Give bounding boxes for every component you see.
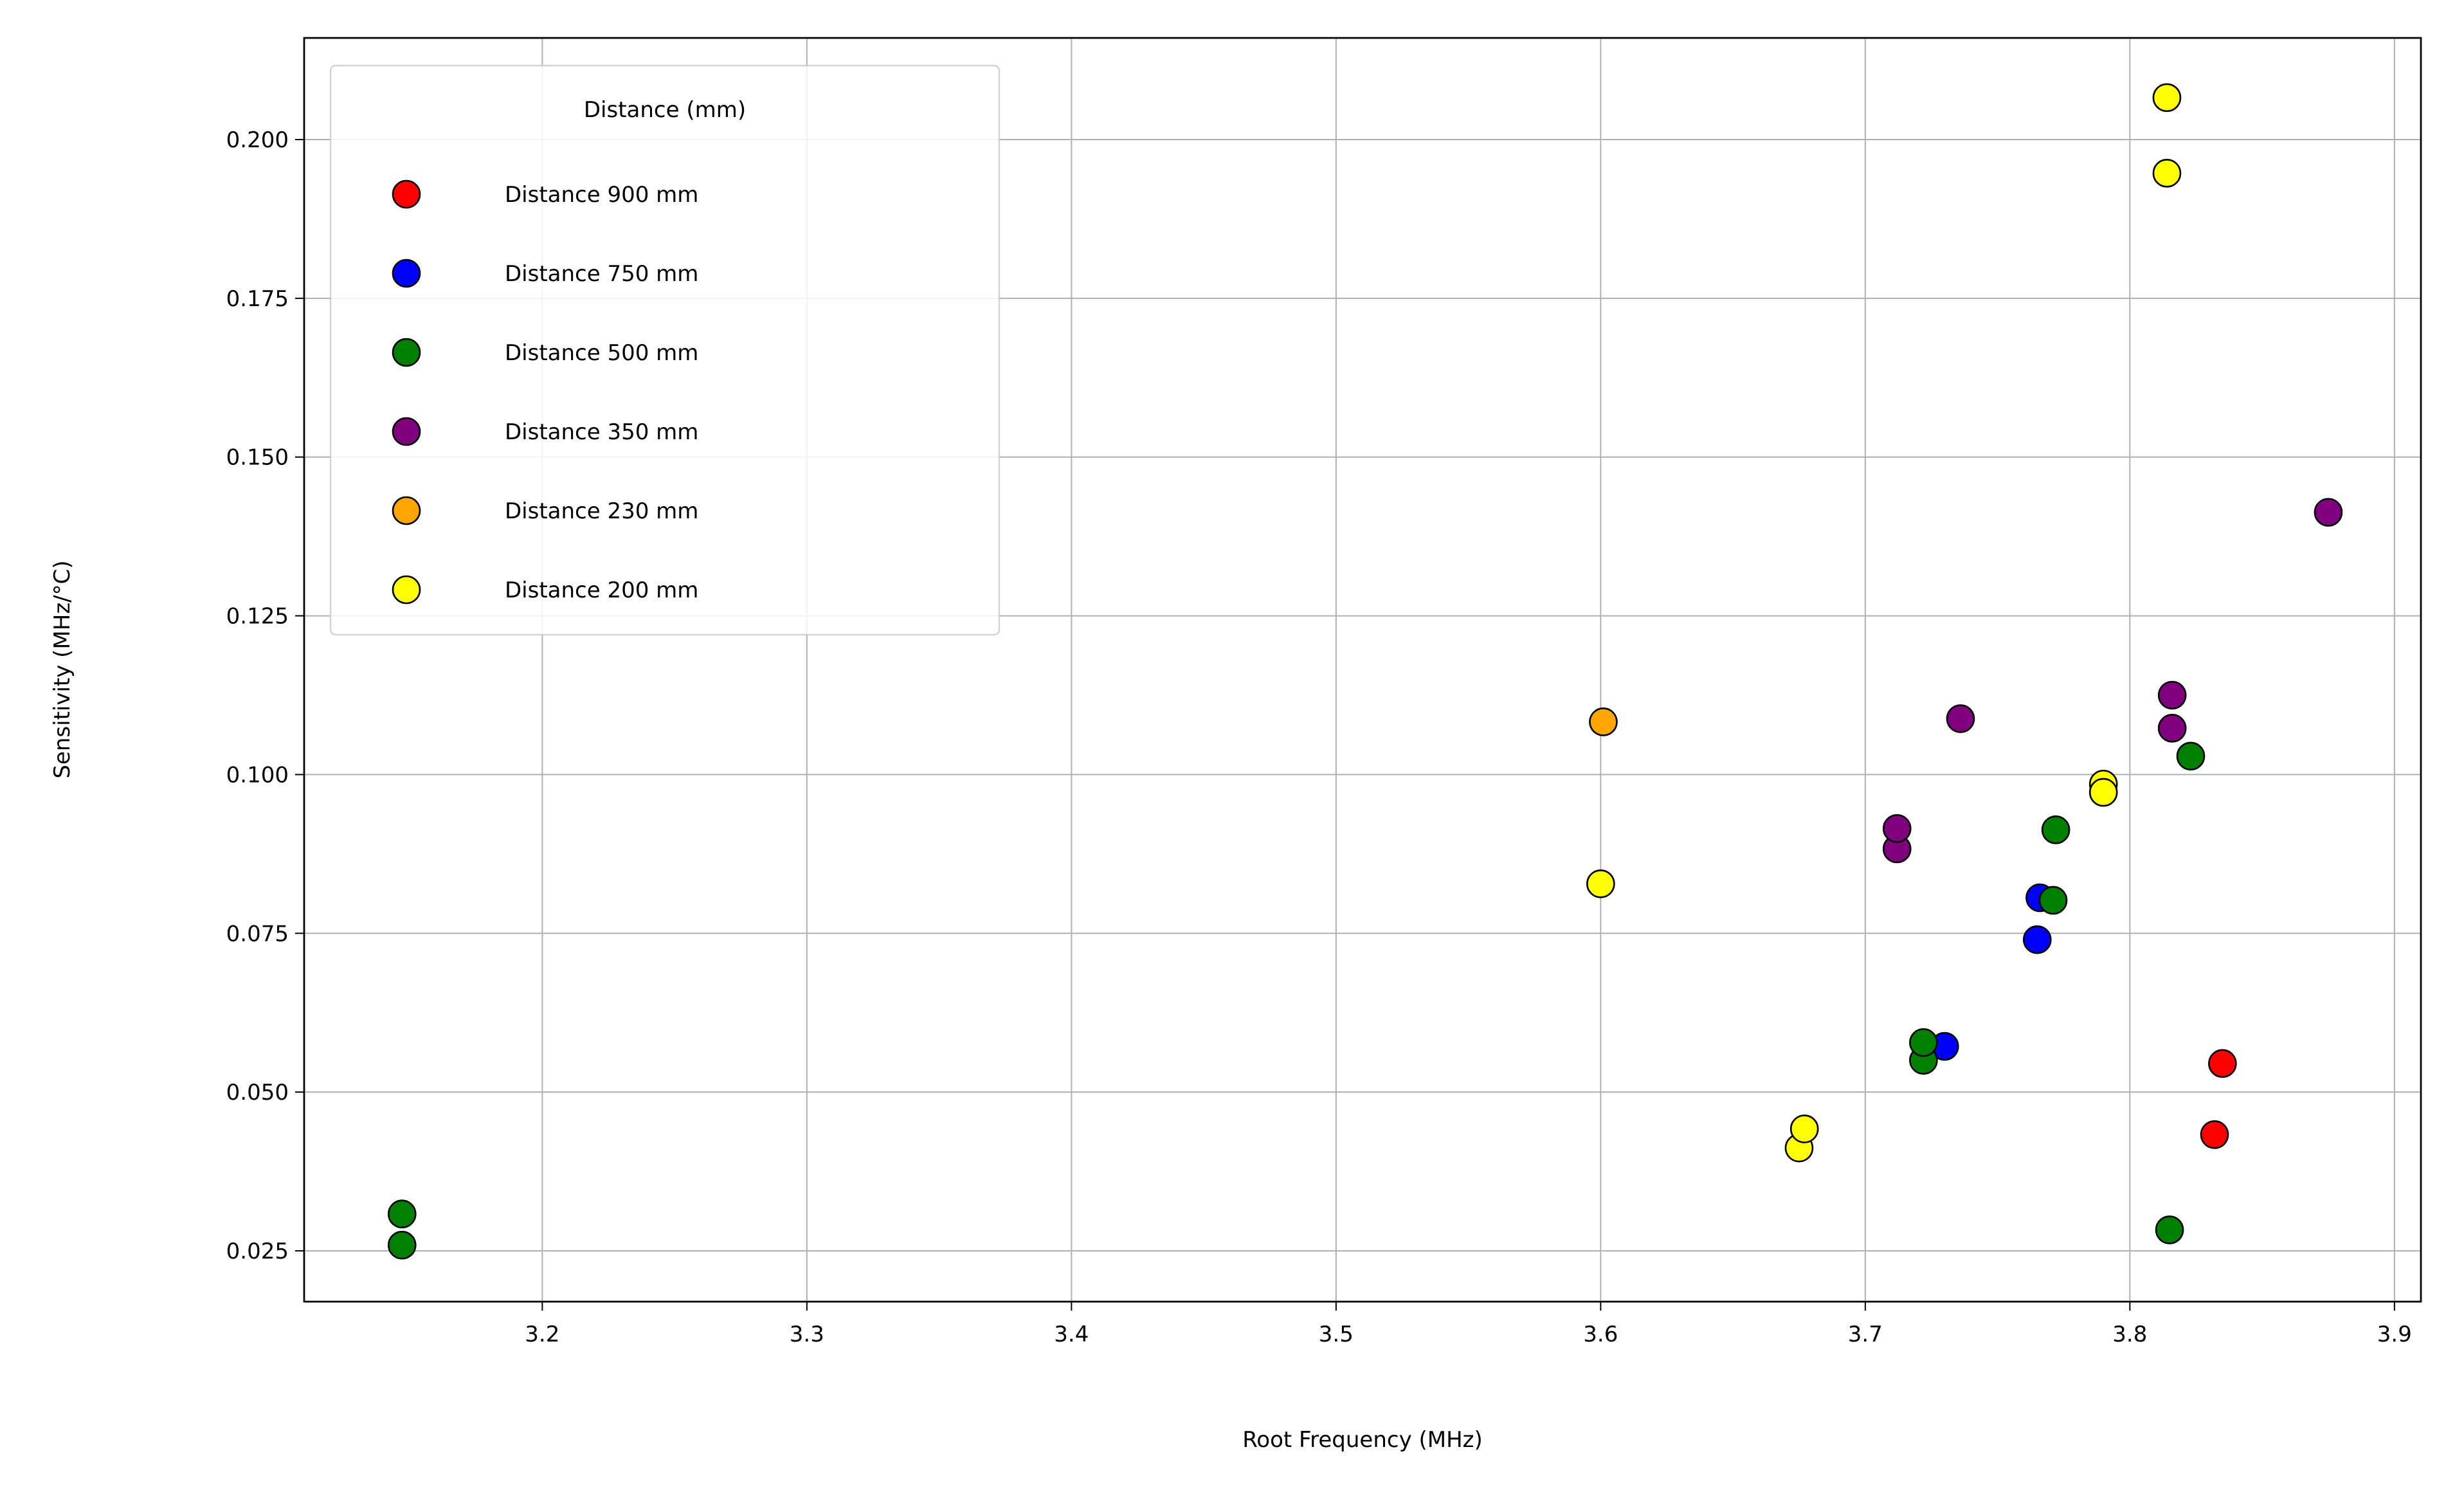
series-group — [1882, 498, 2343, 864]
legend-label: Distance 350 mm — [505, 419, 698, 445]
legend-label: Distance 500 mm — [505, 340, 698, 366]
legend-marker — [392, 575, 421, 605]
data-point — [1789, 1114, 1819, 1143]
data-point — [1946, 704, 1975, 733]
data-point — [2152, 83, 2182, 113]
y-axis-label: Sensitivity (MHz/°C) — [50, 560, 75, 778]
data-point — [2023, 925, 2052, 954]
data-point — [2200, 1120, 2229, 1149]
series-group — [1589, 707, 1618, 736]
legend-marker — [392, 259, 421, 288]
data-point — [2208, 1049, 2237, 1078]
x-tick-label: 3.6 — [1583, 1322, 1618, 1347]
data-point — [1589, 707, 1618, 736]
data-point — [1882, 814, 1912, 843]
x-axis-label: Root Frequency (MHz) — [1242, 1427, 1483, 1453]
x-tick-label: 3.8 — [2112, 1322, 2147, 1347]
x-tick-label: 3.4 — [1054, 1322, 1089, 1347]
y-tick-label: 0.125 — [226, 604, 289, 630]
y-tick-label: 0.200 — [226, 127, 289, 153]
data-point — [2088, 778, 2118, 807]
x-tick-label: 3.7 — [1848, 1322, 1883, 1347]
x-tick-label: 3.3 — [790, 1322, 824, 1347]
legend-marker — [392, 179, 421, 209]
legend-label: Distance 750 mm — [505, 261, 698, 287]
data-point — [2176, 741, 2206, 771]
data-points — [387, 83, 2343, 1260]
data-point — [2314, 498, 2343, 527]
grid — [304, 38, 2421, 1302]
data-point — [1586, 869, 1615, 898]
axis-ticks: 3.2 3.3 3.4 3.5 3.6 3.7 3.8 3.9 0.025 0.050 0.075 0… — [226, 127, 2412, 1347]
legend-label: Distance 230 mm — [505, 498, 698, 524]
y-tick-label: 0.175 — [226, 286, 289, 312]
data-point — [2152, 159, 2182, 188]
legend: Distance (mm) Distance 900 mm Distance 75… — [329, 64, 1001, 636]
y-tick-label: 0.025 — [226, 1239, 289, 1264]
legend-entries: Distance 900 mm Distance 750 mm Distance 5… — [392, 179, 698, 605]
data-point — [387, 1199, 417, 1229]
series-group — [387, 741, 2206, 1260]
legend-marker — [392, 338, 421, 367]
legend-frame — [329, 64, 1001, 636]
x-tick-label: 3.9 — [2377, 1322, 2412, 1347]
data-point — [2038, 886, 2068, 915]
x-tick-label: 3.2 — [525, 1322, 559, 1347]
legend-title: Distance (mm) — [584, 97, 746, 123]
data-point — [2157, 680, 2187, 710]
legend-marker — [392, 496, 421, 525]
data-point — [2041, 815, 2070, 844]
y-tick-label: 0.150 — [226, 445, 289, 471]
legend-marker — [392, 417, 421, 446]
y-tick-label: 0.100 — [226, 762, 289, 788]
plot-border — [303, 37, 2422, 1303]
data-point — [2157, 714, 2187, 743]
data-point — [2155, 1215, 2184, 1244]
legend-label: Distance 900 mm — [505, 182, 698, 208]
y-tick-label: 0.050 — [226, 1080, 289, 1105]
y-tick-label: 0.075 — [226, 921, 289, 947]
series-group — [1586, 83, 2182, 1163]
data-point — [1909, 1028, 1938, 1057]
legend-label: Distance 200 mm — [505, 578, 698, 603]
x-tick-label: 3.5 — [1319, 1322, 1354, 1347]
series-group — [2200, 1049, 2237, 1149]
data-point — [387, 1230, 417, 1260]
